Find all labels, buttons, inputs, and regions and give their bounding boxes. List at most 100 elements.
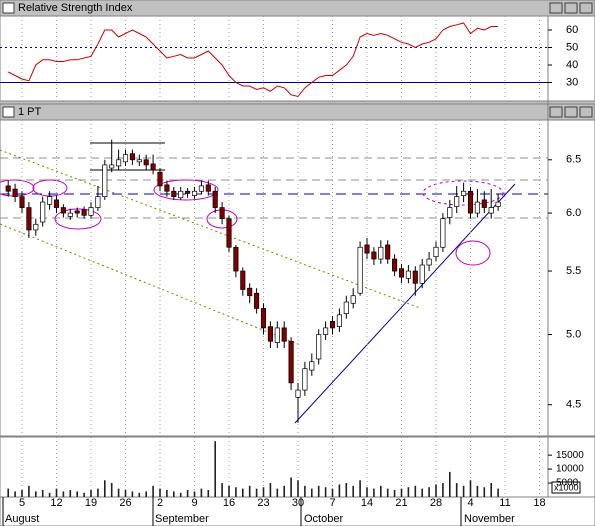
candle-body	[323, 327, 329, 335]
volume-bar	[228, 485, 230, 497]
candle-body	[233, 246, 239, 272]
month-label: October	[304, 513, 343, 525]
panel-icon[interactable]	[2, 106, 15, 118]
maximize-button[interactable]	[564, 106, 578, 118]
rsi-line	[7, 22, 499, 98]
volume-bar	[380, 485, 382, 497]
volume-bar	[76, 491, 78, 497]
candle-body	[426, 258, 432, 266]
volume-bar	[200, 488, 203, 497]
minimize-button[interactable]	[549, 106, 563, 118]
volume-bar	[166, 490, 168, 497]
candle-body	[240, 270, 246, 290]
candle-body	[295, 389, 301, 398]
y-tick-label: 6.0	[566, 207, 581, 219]
volume-bar	[221, 483, 223, 497]
volume-bar	[276, 488, 279, 497]
candle-body	[185, 190, 191, 194]
candle-body	[88, 207, 94, 216]
candle-body	[40, 201, 46, 223]
volume-bar	[193, 491, 196, 497]
close-button[interactable]	[579, 106, 593, 118]
highlight-ellipse	[422, 180, 504, 206]
candle-body	[191, 190, 198, 196]
candle-body	[357, 246, 363, 294]
volume-bar	[352, 485, 354, 497]
x-tick-label: 9	[191, 497, 197, 509]
volume-bar	[186, 490, 189, 497]
candle-body	[412, 270, 418, 284]
volume-bar	[28, 485, 30, 497]
volume-bar	[414, 485, 417, 497]
volume-bar	[435, 484, 437, 497]
candle-body	[254, 292, 260, 309]
volume-bar	[324, 487, 327, 497]
candle-body	[350, 295, 356, 304]
volume-bar	[338, 484, 341, 497]
candle-body	[129, 153, 135, 161]
y-tick-label: 10000	[556, 464, 584, 475]
candle-body	[454, 196, 460, 207]
candle-body	[95, 196, 101, 208]
x-tick-label: 14	[361, 497, 373, 509]
volume-bar	[152, 485, 154, 497]
volume-bar	[90, 490, 92, 497]
x-tick-label: 30	[292, 497, 304, 509]
candle-body	[405, 270, 411, 279]
candle-body	[329, 320, 336, 329]
volume-bar	[304, 485, 306, 497]
candle-body	[302, 368, 308, 391]
volume-bar	[455, 483, 458, 497]
candle-body	[116, 159, 122, 167]
volume-bar	[386, 488, 389, 497]
candle-body	[74, 210, 80, 214]
candle-body	[26, 207, 32, 231]
volume-bar	[14, 491, 16, 497]
close-button[interactable]	[579, 2, 593, 14]
month-label: September	[155, 513, 209, 525]
volume-bar	[311, 488, 313, 497]
candle-body	[385, 244, 391, 260]
panel-icon[interactable]	[2, 2, 15, 14]
volume-bar	[317, 485, 320, 497]
volume-bar	[421, 488, 423, 497]
volume-bar	[476, 485, 479, 497]
candle-body	[336, 314, 342, 327]
candle-body	[371, 251, 377, 260]
volume-bar	[490, 483, 492, 497]
candle-body	[226, 218, 232, 248]
y-tick-label: 30	[566, 76, 578, 88]
y-tick-label: 5000	[556, 478, 579, 489]
x-tick-label: 21	[395, 497, 407, 509]
y-tick-label: 6.5	[566, 154, 581, 166]
volume-bar	[138, 492, 141, 497]
candle-body	[81, 209, 87, 216]
maximize-button[interactable]	[564, 2, 578, 14]
volume-bar	[269, 483, 272, 497]
candle-body	[171, 190, 177, 197]
minimize-button[interactable]	[549, 2, 563, 14]
volume-bar	[104, 480, 106, 497]
volume-bar	[497, 488, 499, 497]
volume-bar	[366, 487, 368, 497]
unit-box	[551, 481, 581, 494]
candle-body	[419, 264, 425, 284]
candle-body	[150, 163, 156, 171]
candle-body	[178, 190, 184, 199]
candle-body	[392, 258, 398, 272]
candle-body	[205, 184, 211, 192]
candle-body	[481, 199, 487, 208]
candle-body	[157, 171, 163, 187]
x-tick-label: 23	[257, 497, 269, 509]
x-tick-label: 2	[157, 497, 163, 509]
candle-body	[488, 207, 494, 214]
candle-body	[67, 212, 73, 217]
volume-bar	[469, 480, 472, 497]
candle-body	[247, 287, 253, 297]
rsi-title: Relative Strength Index	[18, 2, 133, 14]
highlight-ellipse	[153, 179, 219, 201]
y-tick-label: 50	[566, 41, 578, 53]
volume-bar	[283, 485, 285, 497]
